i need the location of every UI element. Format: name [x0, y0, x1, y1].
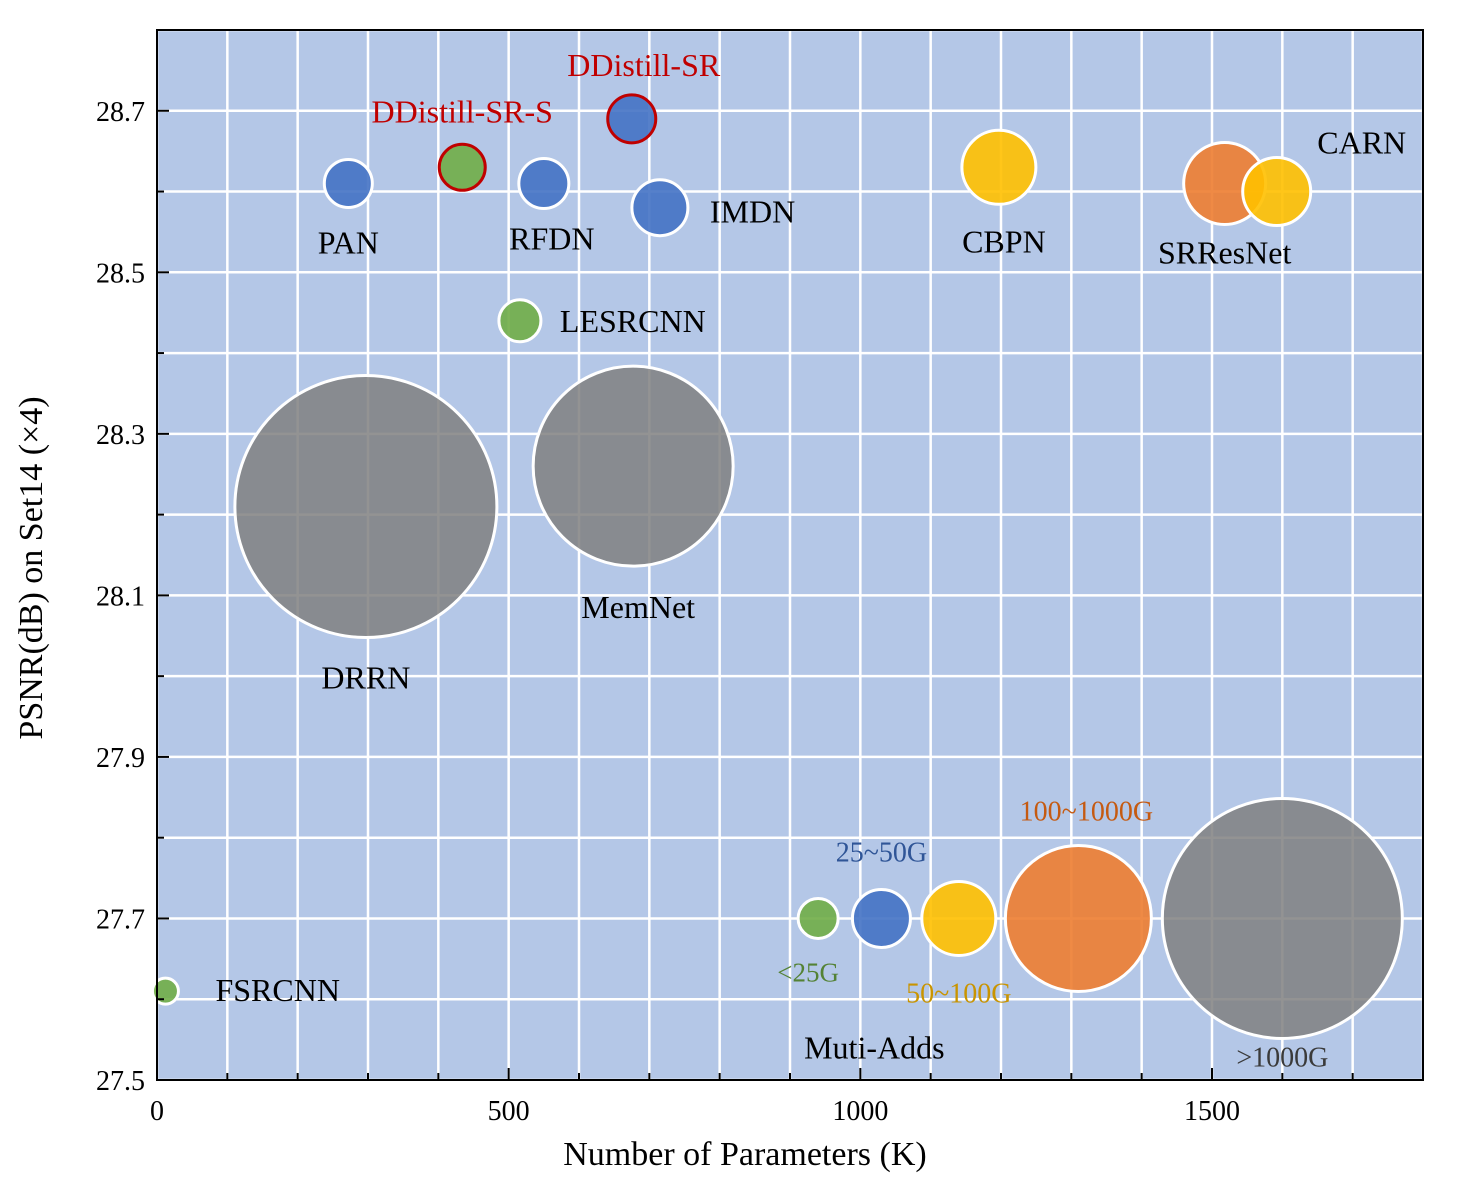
- y-tick-label: 28.1: [96, 581, 145, 612]
- bubble-rfdn: [517, 156, 571, 210]
- legend-label: 50~100G: [906, 978, 1011, 1009]
- point-label-rfdn: RFDN: [509, 220, 594, 256]
- bubble-memnet: [531, 364, 735, 568]
- point-labels: FSRCNN PAN DDistill-SR-S RFDN DDistill-SR IMD…: [215, 47, 1406, 1008]
- point-label-memnet: MemNet: [581, 589, 695, 625]
- legend-bubble: [1003, 843, 1153, 993]
- point-label-carn: CARN: [1317, 125, 1406, 161]
- bubbles: [150, 93, 1313, 1006]
- legend-bubble: [1160, 796, 1404, 1040]
- bubble-ddistill-sr-s: [437, 142, 487, 192]
- point-label-pan: PAN: [318, 224, 379, 260]
- point-label-cbpn: CBPN: [962, 223, 1046, 259]
- point-label-drrn: DRRN: [321, 660, 410, 696]
- bubble-carn: [1241, 156, 1313, 228]
- x-tick-label: 1500: [1184, 1096, 1240, 1127]
- point-label-ddistill-sr-s: DDistill-SR-S: [372, 93, 553, 129]
- legend-label: 100~1000G: [1020, 796, 1153, 827]
- point-label-srresnet: SRResNet: [1158, 234, 1291, 270]
- point-label-fsrcnn: FSRCNN: [215, 972, 340, 1008]
- bubble-pan: [322, 157, 374, 209]
- legend-label: <25G: [777, 957, 839, 987]
- bubble-fsrcnn: [150, 976, 180, 1006]
- y-tick-label: 27.7: [96, 904, 145, 935]
- bubble-ddistill-sr: [606, 93, 658, 145]
- point-label-lesrcnn: LESRCNN: [560, 303, 706, 339]
- legend-bubble: [850, 887, 912, 949]
- bubble-cbpn: [960, 128, 1038, 206]
- point-label-ddistill-sr: DDistill-SR: [567, 47, 721, 83]
- y-tick-label: 28.5: [96, 258, 145, 289]
- y-axis-label: PSNR(dB) on Set14 (×4): [13, 396, 50, 739]
- legend-title: Muti-Adds: [804, 1029, 944, 1065]
- bubble-drrn: [233, 374, 499, 640]
- y-tick-label: 28.7: [96, 97, 145, 128]
- point-label-imdn: IMDN: [710, 194, 795, 230]
- legend-label: >1000G: [1236, 1042, 1328, 1073]
- y-tick-label: 27.9: [96, 743, 145, 774]
- y-tick-label: 27.5: [96, 1066, 145, 1097]
- legend-bubble: [796, 896, 840, 940]
- x-tick-label: 500: [488, 1096, 530, 1127]
- x-tick-label: 0: [150, 1096, 164, 1127]
- x-tick-label: 1000: [832, 1096, 888, 1127]
- legend-label: 25~50G: [836, 837, 927, 868]
- bubble-lesrcnn: [497, 298, 543, 344]
- y-tick-label: 28.3: [96, 420, 145, 451]
- axes: 0 500 1000 1500 27.5 27.7 27.9 28.1 28.3 28.5 28.7: [96, 29, 1424, 1127]
- legend: <25G 25~50G 50~100G 100~1000G >1000G Muti-Add…: [777, 796, 1404, 1073]
- legend-bubble: [920, 879, 998, 957]
- x-axis-label: Number of Parameters (K): [563, 1136, 926, 1173]
- bubble-imdn: [630, 178, 690, 238]
